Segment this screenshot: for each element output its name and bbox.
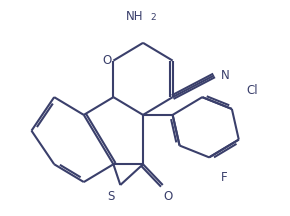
Text: S: S xyxy=(107,190,114,203)
Text: N: N xyxy=(221,69,230,82)
Text: O: O xyxy=(163,190,172,203)
Text: Cl: Cl xyxy=(247,84,258,97)
Text: 2: 2 xyxy=(150,13,156,22)
Text: NH: NH xyxy=(126,10,143,23)
Text: F: F xyxy=(221,171,227,184)
Text: O: O xyxy=(102,54,111,67)
